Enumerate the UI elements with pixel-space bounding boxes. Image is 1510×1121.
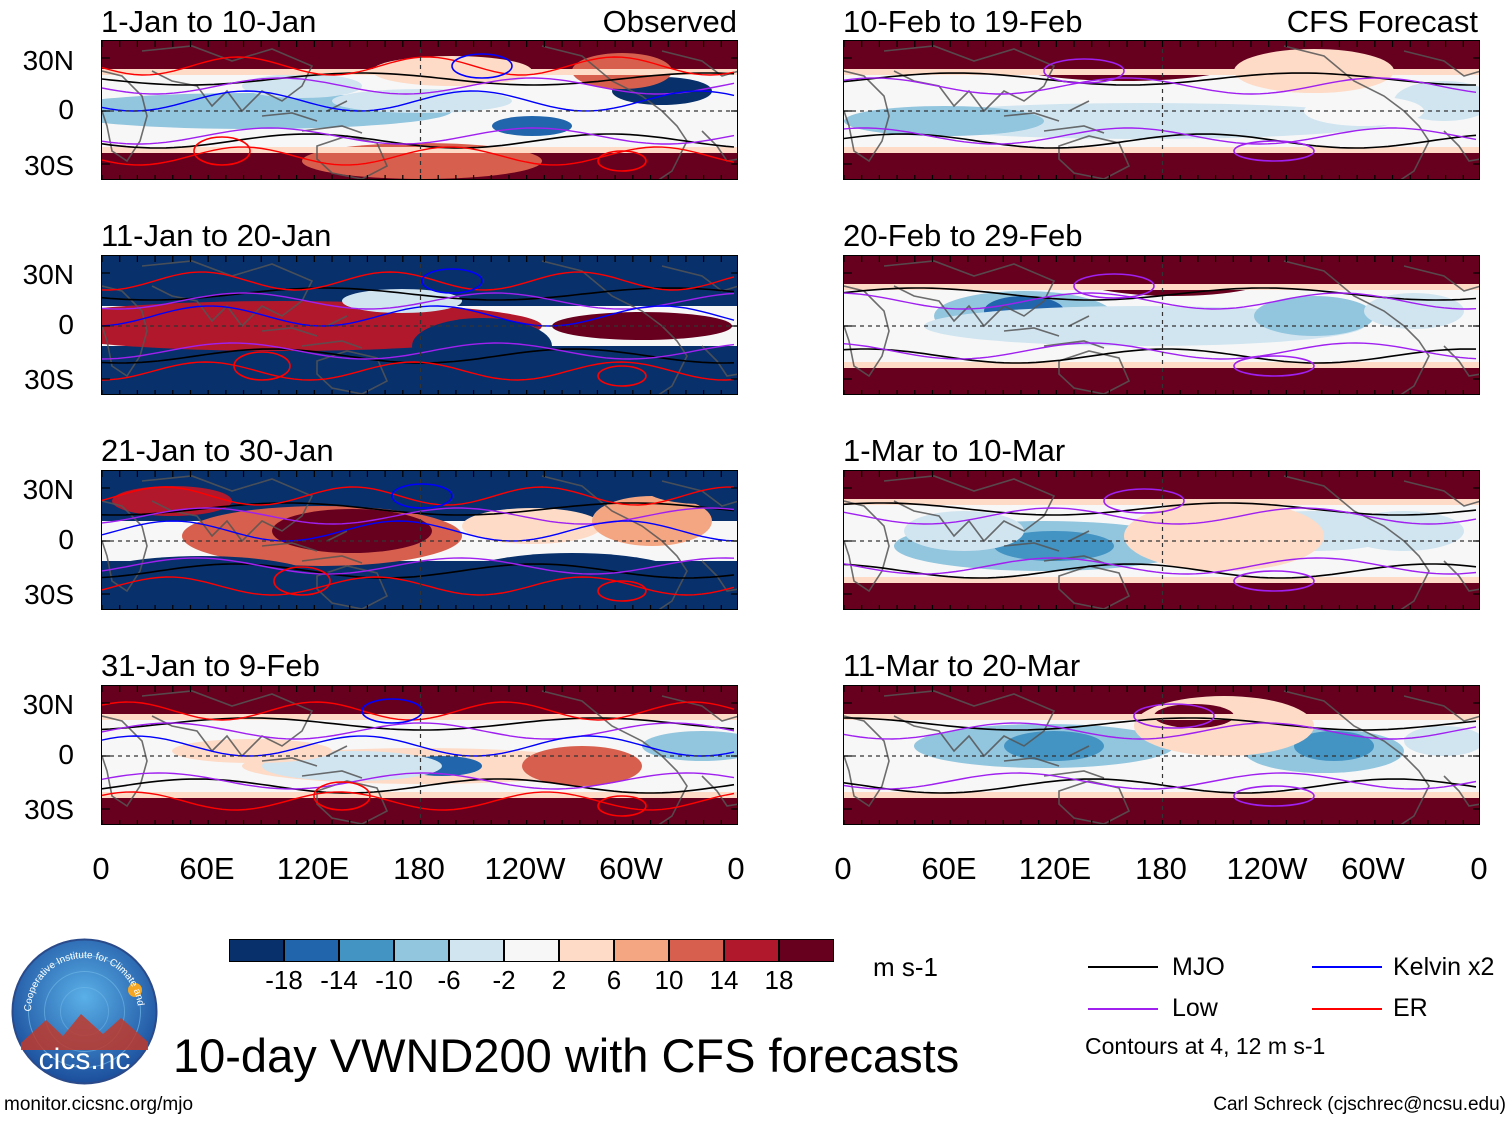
map-panel-5	[843, 40, 1480, 180]
colorbar-label: 2	[551, 965, 567, 995]
panel-title-8: 11-Mar to 20-Mar	[843, 648, 1081, 683]
colorbar-swatch	[724, 939, 779, 962]
colorbar-swatch	[229, 939, 284, 962]
map-panel-6	[843, 255, 1480, 395]
panel-title-6: 20-Feb to 29-Feb	[843, 218, 1083, 253]
footer-credit: Carl Schreck (cjschrec@ncsu.edu)	[1213, 1094, 1506, 1115]
lat-label-eq: 0	[58, 739, 74, 770]
colorbar-swatch	[559, 939, 614, 962]
panel-title-4: 31-Jan to 9-Feb	[101, 648, 320, 683]
colorbar-label: -6	[437, 965, 461, 995]
colorbar-label: -10	[375, 965, 413, 995]
map-panel-1	[101, 40, 738, 180]
logo-text: cics.nc	[39, 1043, 131, 1076]
legend-label-kelvin: Kelvin x2	[1393, 953, 1495, 981]
colorbar-swatch	[284, 939, 339, 962]
colorbar-label: -14	[320, 965, 358, 995]
map-panel-4	[101, 685, 738, 825]
lon-label: 0	[834, 851, 852, 886]
panel-title-3: 21-Jan to 30-Jan	[101, 433, 334, 468]
colorbar-unit: m s-1	[873, 952, 938, 982]
lat-label-30s: 30S	[24, 364, 74, 395]
lon-label: 120E	[1018, 851, 1092, 886]
legend-note: Contours at 4, 12 m s-1	[1085, 1033, 1326, 1059]
lat-label-30n: 30N	[22, 689, 74, 720]
main-title: 10-day VWND200 with CFS forecasts	[173, 1029, 960, 1082]
map-panel-2	[101, 255, 738, 395]
map-panel-7	[843, 470, 1480, 610]
colorbar-swatch	[614, 939, 669, 962]
legend-line-low	[1088, 1008, 1158, 1010]
lon-label: 60E	[921, 851, 977, 886]
panel-title-5: 10-Feb to 19-Feb	[843, 4, 1083, 39]
colorbar-swatch	[504, 939, 559, 962]
legend-line-kelvin	[1312, 966, 1382, 968]
lon-label: 60W	[599, 851, 663, 886]
colorbar-label: -2	[492, 965, 516, 995]
lon-label: 120W	[484, 851, 566, 886]
lon-label: 120W	[1226, 851, 1308, 886]
colorbar-label: 6	[606, 965, 622, 995]
lon-label: 0	[727, 851, 745, 886]
colorbar-swatch	[394, 939, 449, 962]
lat-label-30n: 30N	[22, 45, 74, 76]
colorbar-label: 14	[709, 965, 739, 995]
map-panel-8	[843, 685, 1480, 825]
lon-label: 180	[1135, 851, 1187, 886]
colorbar-swatch	[339, 939, 394, 962]
lon-label: 60W	[1341, 851, 1405, 886]
legend-label-er: ER	[1393, 994, 1428, 1022]
legend-line-mjo	[1088, 966, 1158, 968]
colorbar-label: -18	[265, 965, 303, 995]
lat-label-eq: 0	[58, 94, 74, 125]
lon-label: 180	[393, 851, 445, 886]
legend-label-mjo: MJO	[1172, 953, 1225, 981]
lat-label-30n: 30N	[22, 259, 74, 290]
lat-label-30s: 30S	[24, 579, 74, 610]
cics-logo: Cooperative Institute for Climate and Sa…	[8, 930, 158, 1085]
colorbar-swatch	[669, 939, 724, 962]
legend-label-low: Low	[1172, 994, 1218, 1022]
map-panel-3	[101, 470, 738, 610]
panel-title-2: 11-Jan to 20-Jan	[101, 218, 332, 253]
panel-label-observed: Observed	[602, 4, 737, 39]
colorbar-label: 10	[654, 965, 684, 995]
legend-line-er	[1312, 1008, 1382, 1010]
lon-label: 120E	[276, 851, 350, 886]
lat-label-eq: 0	[58, 524, 74, 555]
panel-title-7: 1-Mar to 10-Mar	[843, 433, 1066, 468]
footer-url: monitor.cicsnc.org/mjo	[4, 1094, 194, 1115]
lon-label: 0	[1470, 851, 1488, 886]
lat-label-30n: 30N	[22, 474, 74, 505]
lat-label-eq: 0	[58, 309, 74, 340]
lat-label-30s: 30S	[24, 794, 74, 825]
panel-title-1: 1-Jan to 10-Jan	[101, 4, 317, 39]
lon-label: 60E	[179, 851, 235, 886]
lon-label: 0	[92, 851, 110, 886]
panel-label-forecast: CFS Forecast	[1286, 4, 1478, 39]
colorbar-swatch	[779, 939, 834, 962]
lat-label-30s: 30S	[24, 150, 74, 181]
colorbar-label: 18	[764, 965, 794, 995]
colorbar-swatch	[449, 939, 504, 962]
